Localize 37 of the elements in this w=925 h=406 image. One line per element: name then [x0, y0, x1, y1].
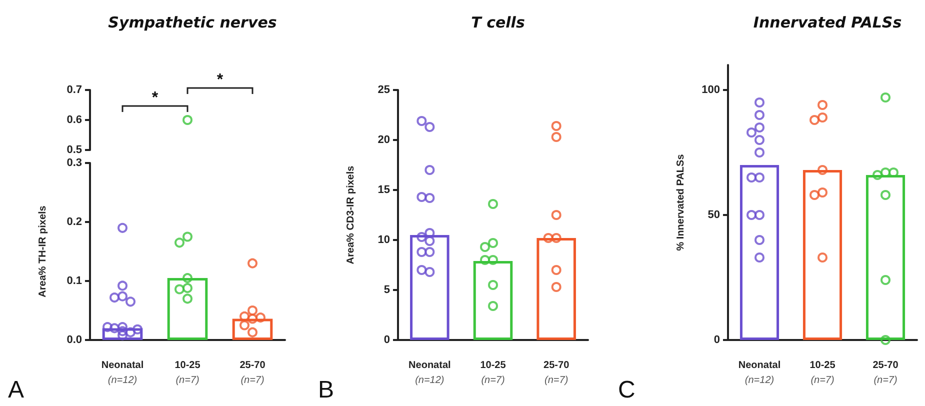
y-tick-label: 100 [702, 84, 720, 96]
y-tick-label: 15 [378, 184, 390, 196]
x-tick-label: 25-70 (n=7) [872, 360, 899, 386]
chart-title: Sympathetic nerves [108, 14, 277, 32]
y-tick-label: 25 [378, 84, 390, 96]
y-axis-title: Area% TH-IR pixels [38, 205, 48, 298]
y-tick-label: 0.5 [66, 144, 82, 156]
x-tick-label: 10-25 (n=7) [174, 360, 201, 386]
y-tick-label: 5 [384, 284, 390, 296]
annotation: * [152, 90, 159, 106]
y-tick-label: 0.2 [66, 216, 82, 228]
text: C [618, 376, 636, 404]
bar [740, 165, 780, 340]
y-tick-label: 0.0 [66, 334, 82, 346]
x-tick-label: 25-70 (n=7) [544, 360, 570, 386]
y-tick-label: 0 [384, 334, 390, 346]
text: A [8, 376, 24, 404]
x-tick-label: 10-25 (n=7) [810, 360, 836, 386]
y-tick-label: 0.3 [66, 157, 82, 169]
y-tick-label: 50 [708, 209, 720, 221]
x-tick-label: Neonatal (n=12) [101, 360, 144, 386]
y-tick-label: 20 [378, 134, 390, 146]
y-tick-label: 0.7 [66, 84, 82, 96]
y-axis-title: % Innervated PALSs [676, 154, 686, 251]
x-tick-label: Neonatal (n=12) [738, 360, 781, 386]
y-tick-label: 0 [714, 334, 720, 346]
x-tick-label: 25-70 (n=7) [240, 360, 266, 386]
y-tick-label: 10 [378, 234, 390, 246]
text: * [216, 72, 224, 88]
y-tick-label: 0.6 [66, 114, 82, 126]
x-tick-label: 10-25 (n=7) [480, 360, 506, 386]
y-axis-title: Area% CD3-IR pixels [346, 165, 356, 264]
chart-title: T cells [471, 14, 525, 32]
y-tick-label: 0.1 [66, 275, 82, 287]
chart-title: Innervated PALSs [753, 14, 902, 32]
text: B [318, 376, 334, 404]
x-tick-label: Neonatal (n=12) [408, 360, 452, 386]
